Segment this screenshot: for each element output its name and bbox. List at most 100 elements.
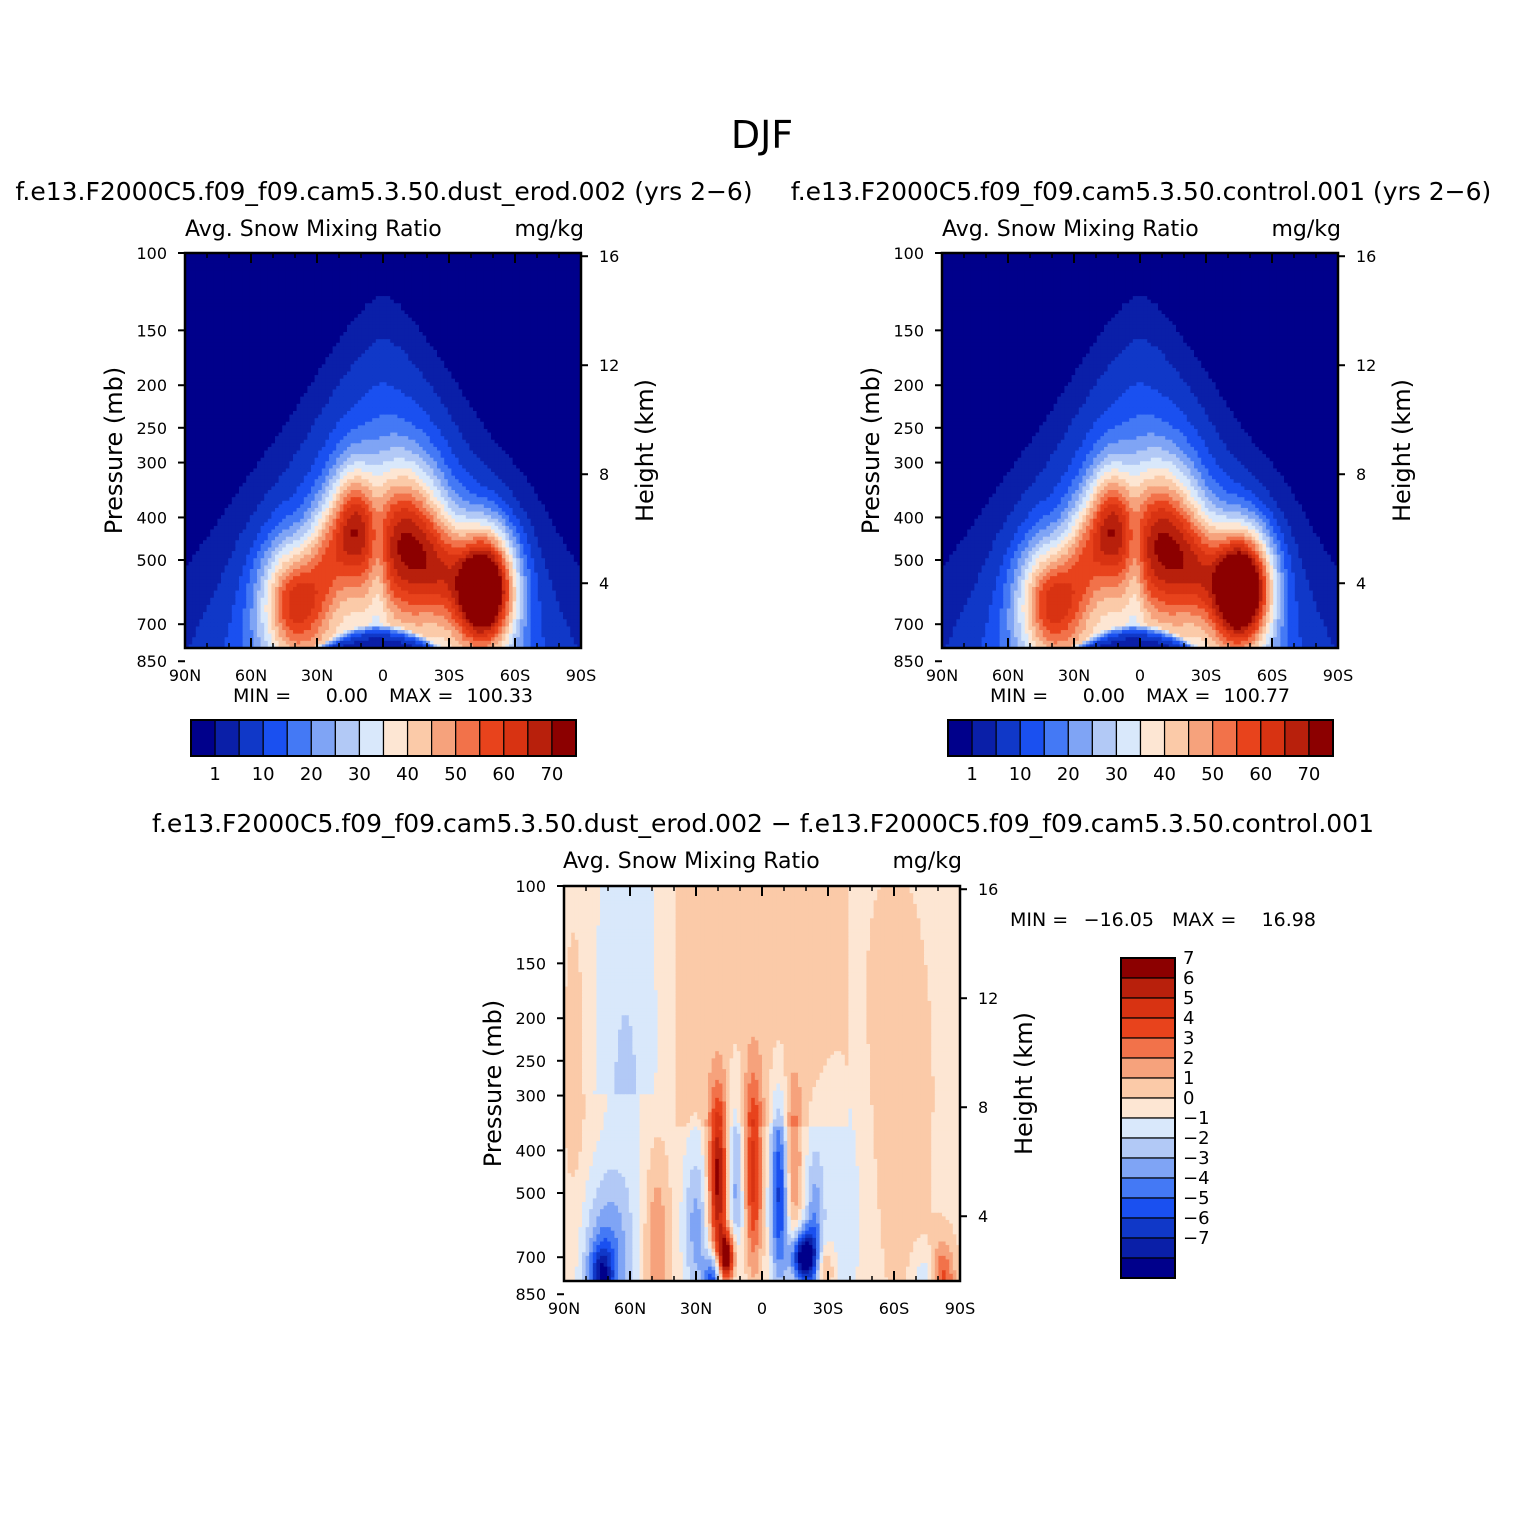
field-cell	[325, 375, 330, 380]
field-cell	[444, 382, 449, 387]
field-cell	[563, 393, 568, 398]
field-cell	[440, 314, 445, 319]
field-cell	[332, 353, 337, 358]
field-cell	[195, 314, 200, 319]
field-cell	[483, 335, 488, 340]
field-cell	[293, 310, 298, 315]
field-cell	[494, 357, 499, 362]
field-cell	[552, 385, 557, 391]
field-cell	[573, 321, 578, 326]
field-cell	[289, 339, 294, 344]
field-cell	[300, 263, 305, 268]
field-cell	[206, 296, 211, 301]
field-cell	[393, 310, 398, 315]
field-cell	[300, 339, 305, 344]
field-cell	[473, 328, 478, 333]
field-cell	[321, 260, 326, 265]
field-cell	[231, 389, 236, 394]
field-cell	[483, 396, 488, 401]
field-cell	[224, 278, 229, 283]
field-cell	[491, 267, 496, 272]
field-cell	[494, 346, 499, 351]
field-cell	[480, 263, 485, 268]
field-cell	[548, 296, 553, 301]
field-cell	[375, 357, 380, 362]
field-cell	[541, 267, 546, 272]
field-cell	[372, 281, 377, 286]
field-cell	[415, 411, 420, 416]
field-cell	[390, 274, 395, 279]
field-cell	[296, 414, 301, 419]
field-cell	[217, 328, 222, 333]
field-cell	[275, 314, 280, 319]
field-cell	[239, 253, 244, 258]
field-cell	[285, 267, 290, 272]
field-cell	[537, 357, 542, 362]
field-cell	[501, 385, 506, 391]
field-cell	[570, 256, 575, 261]
field-cell	[354, 346, 359, 351]
field-cell	[257, 299, 262, 304]
field-cell	[192, 314, 197, 319]
field-cell	[329, 278, 334, 283]
field-cell	[325, 278, 330, 283]
field-cell	[548, 367, 553, 373]
field-cell	[321, 382, 326, 387]
field-cell	[541, 378, 546, 383]
field-cell	[332, 274, 337, 279]
field-cell	[527, 339, 532, 344]
field-cell	[343, 360, 348, 365]
field-cell	[228, 317, 233, 322]
field-cell	[350, 310, 355, 315]
field-cell	[210, 321, 215, 326]
field-cell	[325, 288, 330, 294]
field-cell	[462, 332, 467, 337]
field-cell	[375, 263, 380, 268]
field-cell	[336, 285, 341, 290]
field-cell	[257, 411, 262, 416]
field-cell	[242, 274, 247, 279]
field-cell	[264, 314, 269, 319]
field-cell	[559, 367, 564, 373]
field-cell	[289, 335, 294, 340]
field-cell	[451, 389, 456, 394]
field-cell	[534, 324, 539, 330]
field-cell	[411, 339, 416, 344]
field-cell	[451, 407, 456, 412]
field-cell	[228, 400, 233, 405]
field-cell	[195, 281, 200, 286]
field-cell	[415, 267, 420, 272]
field-cell	[447, 303, 452, 308]
field-cell	[264, 278, 269, 283]
field-cell	[555, 364, 560, 369]
field-cell	[253, 393, 258, 398]
field-cell	[318, 393, 323, 398]
field-cell	[505, 278, 510, 283]
field-cell	[275, 317, 280, 322]
field-cell	[408, 310, 413, 315]
field-cell	[199, 382, 204, 387]
field-cell	[354, 382, 359, 387]
field-cell	[397, 288, 402, 294]
field-cell	[300, 360, 305, 365]
field-cell	[357, 335, 362, 340]
field-cell	[483, 299, 488, 304]
field-cell	[401, 306, 406, 312]
field-cell	[354, 367, 359, 373]
field-cell	[447, 288, 452, 294]
field-cell	[300, 382, 305, 387]
field-cell	[321, 364, 326, 369]
field-cell	[350, 382, 355, 387]
field-cell	[494, 299, 499, 304]
field-cell	[523, 385, 528, 391]
field-cell	[552, 411, 557, 416]
field-cell	[487, 314, 492, 319]
field-cell	[501, 364, 506, 369]
field-cell	[437, 310, 442, 315]
field-cell	[203, 349, 208, 355]
field-cell	[541, 296, 546, 301]
field-cell	[210, 396, 215, 401]
field-cell	[231, 270, 236, 276]
field-cell	[537, 339, 542, 344]
field-cell	[318, 400, 323, 405]
